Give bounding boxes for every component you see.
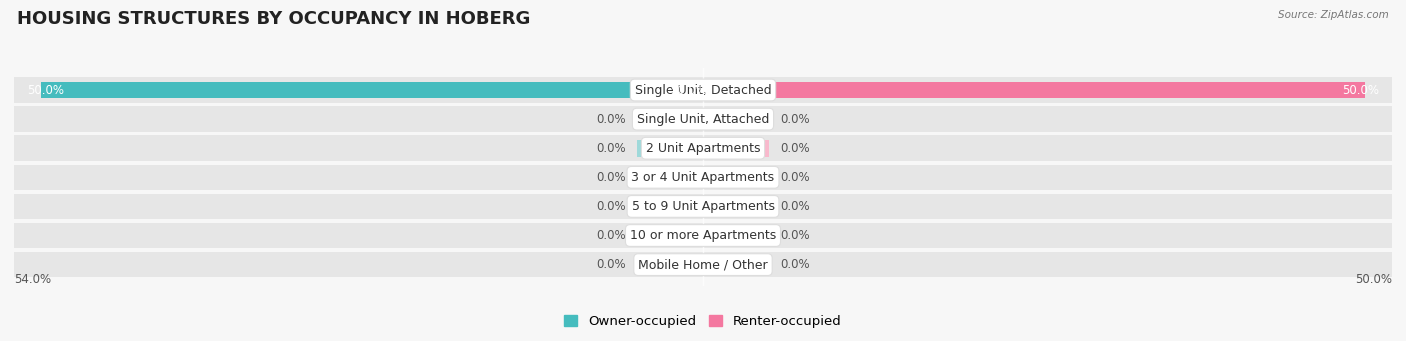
Text: 2 Unit Apartments: 2 Unit Apartments [645,142,761,155]
Bar [14,223,1392,248]
Bar [637,111,703,128]
Text: Mobile Home / Other: Mobile Home / Other [638,258,768,271]
Text: 0.0%: 0.0% [780,200,810,213]
Text: 50.0%: 50.0% [27,84,65,97]
Text: 5 to 9 Unit Apartments: 5 to 9 Unit Apartments [631,200,775,213]
Bar [14,194,1392,219]
Text: 0.0%: 0.0% [596,171,626,184]
Text: 0.0%: 0.0% [596,142,626,155]
Legend: Owner-occupied, Renter-occupied: Owner-occupied, Renter-occupied [564,315,842,328]
Text: 50.0%: 50.0% [1341,84,1379,97]
Text: 0.0%: 0.0% [780,258,810,271]
Bar [703,256,769,273]
Bar [703,169,769,186]
Text: Source: ZipAtlas.com: Source: ZipAtlas.com [1278,10,1389,20]
Bar [14,252,1392,278]
Text: 0.0%: 0.0% [596,229,626,242]
Text: 0.0%: 0.0% [596,113,626,125]
Bar [14,77,1392,103]
Bar [41,81,703,99]
Bar [637,140,703,157]
Text: 3 or 4 Unit Apartments: 3 or 4 Unit Apartments [631,171,775,184]
Bar [703,198,769,215]
Text: 0.0%: 0.0% [780,229,810,242]
Text: 0.0%: 0.0% [780,171,810,184]
Bar [703,81,1365,99]
Bar [14,164,1392,190]
Text: 10 or more Apartments: 10 or more Apartments [630,229,776,242]
Bar [14,106,1392,132]
Text: 54.0%: 54.0% [14,272,51,285]
Bar [703,227,769,244]
Text: HOUSING STRUCTURES BY OCCUPANCY IN HOBERG: HOUSING STRUCTURES BY OCCUPANCY IN HOBER… [17,10,530,28]
Bar [637,256,703,273]
Bar [703,111,769,128]
Bar [703,140,769,157]
Text: 50.0%: 50.0% [1355,272,1392,285]
Bar [637,169,703,186]
Text: 0.0%: 0.0% [780,142,810,155]
Text: 50.0%: 50.0% [669,84,707,97]
Bar [637,198,703,215]
Text: 0.0%: 0.0% [596,258,626,271]
Text: Single Unit, Attached: Single Unit, Attached [637,113,769,125]
Text: 0.0%: 0.0% [780,113,810,125]
Bar [637,227,703,244]
Text: 0.0%: 0.0% [596,200,626,213]
Text: Single Unit, Detached: Single Unit, Detached [634,84,772,97]
Bar [14,135,1392,161]
